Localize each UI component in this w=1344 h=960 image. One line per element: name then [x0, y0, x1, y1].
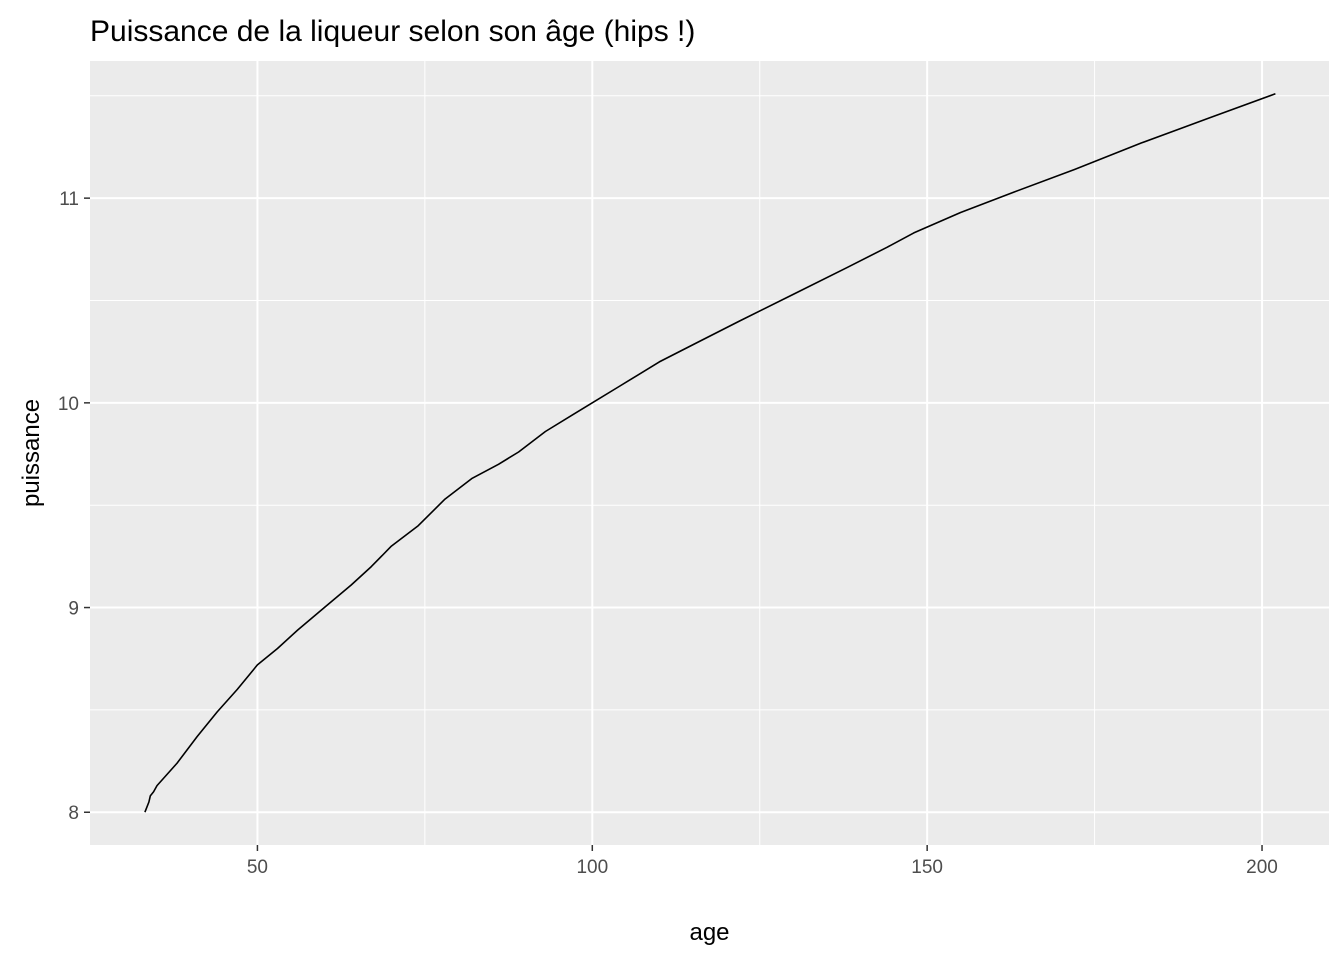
x-tick-label: 50	[247, 857, 268, 878]
y-tick-label: 8	[68, 803, 79, 824]
plot-panel	[90, 61, 1329, 845]
x-axis-title: age	[689, 919, 729, 946]
series-layer	[144, 93, 1276, 813]
y-tick-label: 11	[59, 189, 79, 210]
x-tick-label: 100	[576, 857, 608, 878]
y-tick-label: 10	[58, 394, 79, 415]
chart-title: Puissance de la liqueur selon son âge (h…	[90, 15, 695, 48]
x-tick-label: 150	[911, 857, 943, 878]
series-line	[144, 93, 1276, 813]
y-axis: 8 9 10 11	[58, 189, 90, 824]
y-axis-title: puissance	[18, 399, 45, 507]
x-axis: 50 100 150 200	[247, 845, 1278, 878]
y-tick-label: 9	[68, 599, 79, 620]
grid-major	[90, 61, 1329, 845]
x-tick-label: 200	[1246, 857, 1278, 878]
grid-minor	[90, 61, 1329, 845]
